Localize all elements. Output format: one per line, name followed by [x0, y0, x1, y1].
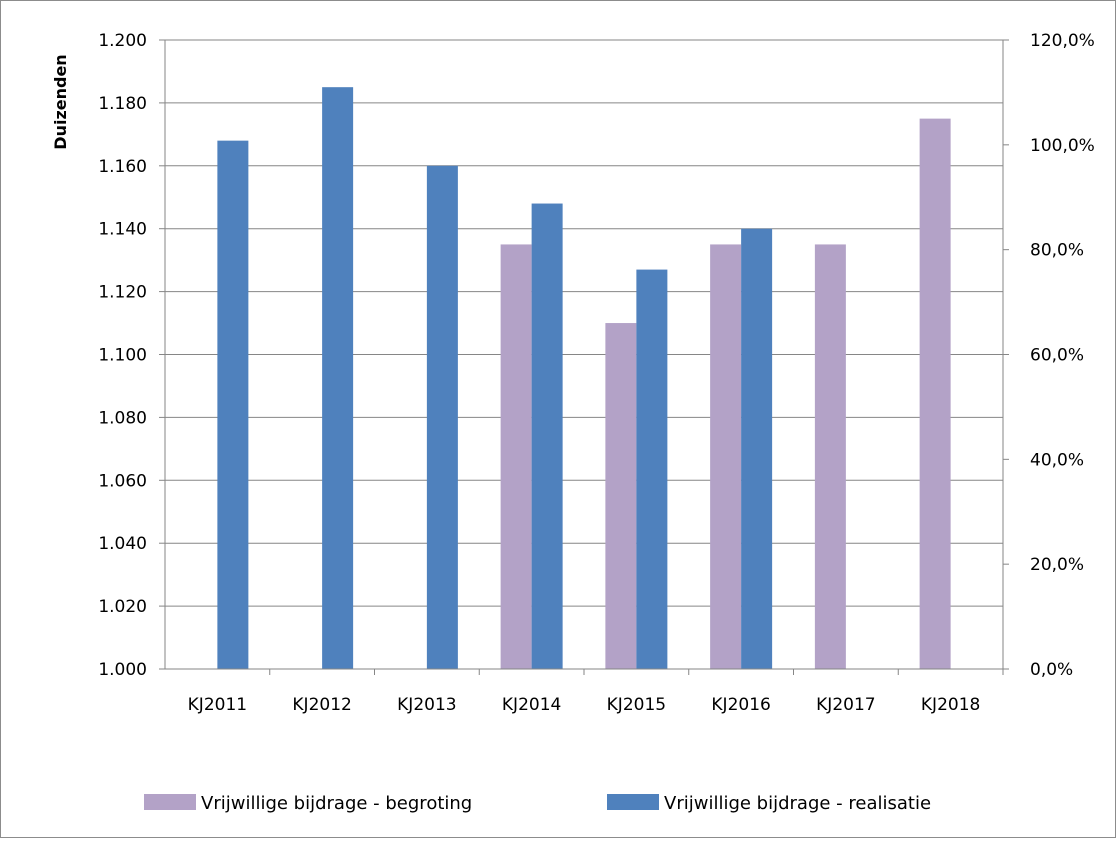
bar-realisatie [636, 269, 668, 669]
x-tick-label: KJ2018 [921, 695, 980, 715]
bar-begroting [814, 244, 846, 670]
x-tick-label: KJ2013 [397, 695, 456, 715]
y-tick-label: 1.160 [98, 157, 147, 177]
x-tick-label: KJ2017 [816, 695, 875, 715]
legend-label: Vrijwillige bijdrage - begroting [201, 793, 472, 814]
y-tick-label: 1.020 [98, 597, 147, 617]
y-tick-label: 1.000 [98, 660, 147, 680]
bar-realisatie [217, 140, 249, 669]
x-tick-label: KJ2016 [711, 695, 770, 715]
bar-realisatie [741, 228, 773, 669]
legend: Vrijwillige bijdrage - begroting Vrijwill… [144, 793, 931, 814]
x-tick-label: KJ2011 [188, 695, 247, 715]
bar-begroting [500, 244, 532, 670]
bar-begroting [919, 118, 951, 669]
bar-begroting [605, 323, 637, 669]
bar-realisatie [426, 165, 458, 670]
y2-tick-label: 0,0% [1030, 660, 1073, 680]
bar-realisatie [322, 87, 354, 670]
y2-tick-label: 20,0% [1030, 555, 1084, 575]
tick-labels: 1.000 1.020 1.040 1.060 1.080 1.100 1.120 1.140… [98, 31, 1095, 715]
legend-swatch [144, 794, 196, 810]
x-tick-label: KJ2014 [502, 695, 561, 715]
y-tick-label: 1.060 [98, 471, 147, 491]
legend-swatch [607, 794, 659, 810]
y2-tick-label: 60,0% [1030, 346, 1084, 366]
x-tick-label: KJ2015 [607, 695, 666, 715]
y-tick-label: 1.200 [98, 31, 147, 51]
axes [159, 39, 1009, 675]
y-tick-label: 1.120 [98, 283, 147, 303]
y2-tick-label: 40,0% [1030, 450, 1084, 470]
gridlines [165, 39, 1003, 607]
bars [217, 87, 951, 670]
y-tick-label: 1.040 [98, 534, 147, 554]
y-axis-title: Duizenden [51, 54, 70, 149]
legend-label: Vrijwillige bijdrage - realisatie [664, 793, 931, 814]
bar-realisatie [531, 203, 563, 670]
y-tick-label: 1.080 [98, 408, 147, 428]
y-tick-label: 1.180 [98, 94, 147, 114]
y2-tick-label: 120,0% [1030, 31, 1095, 51]
y-tick-label: 1.100 [98, 346, 147, 366]
bar-begroting [710, 244, 742, 670]
y-tick-label: 1.140 [98, 220, 147, 240]
y2-tick-label: 80,0% [1030, 241, 1084, 261]
y2-tick-label: 100,0% [1030, 136, 1095, 156]
x-tick-label: KJ2012 [292, 695, 351, 715]
